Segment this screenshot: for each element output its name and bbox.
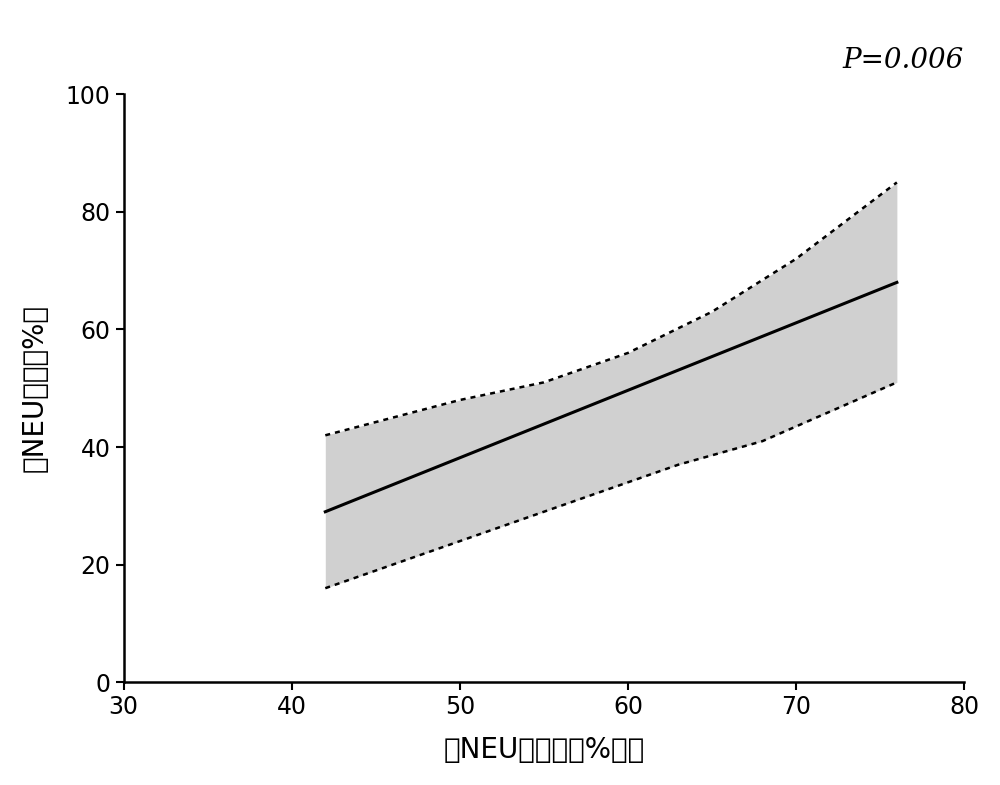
Text: P=0.006: P=0.006 [843,47,964,74]
Y-axis label: 痰NEU比例（%）: 痰NEU比例（%） [21,305,49,473]
X-axis label: 血NEU比例（　%　）: 血NEU比例（ % ） [443,736,644,764]
